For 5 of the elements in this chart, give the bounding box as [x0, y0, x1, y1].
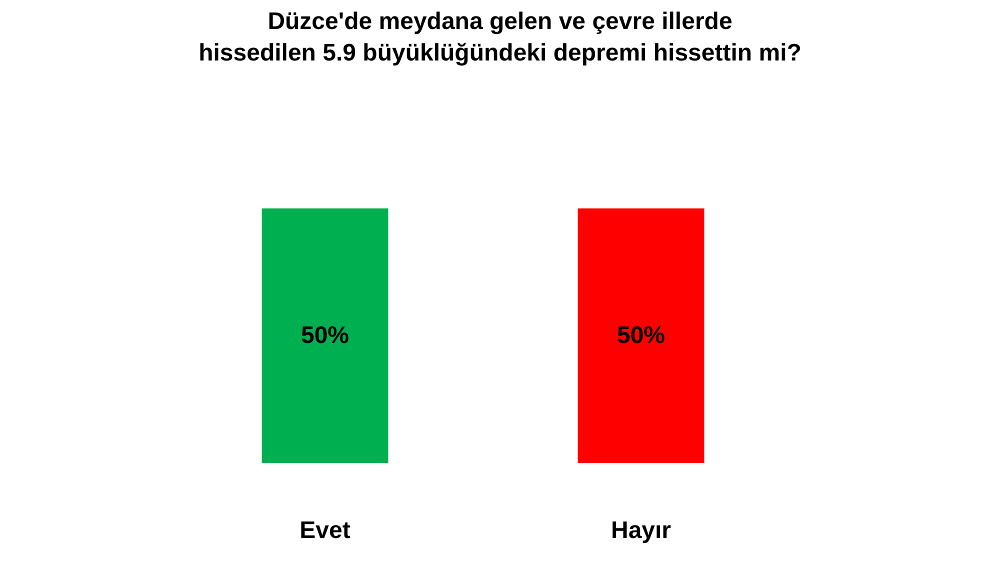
data-label: 50% [300, 322, 350, 350]
x-tick-label: Evet [300, 517, 350, 544]
x-tick-label: Hayır [610, 517, 672, 544]
data-label: 50% [616, 322, 666, 350]
chart-title: Düzce'de meydana gelen ve çevre illerde hissedilen 5.9 büyüklüğündeki depremi hissettin mi? [198, 8, 802, 66]
